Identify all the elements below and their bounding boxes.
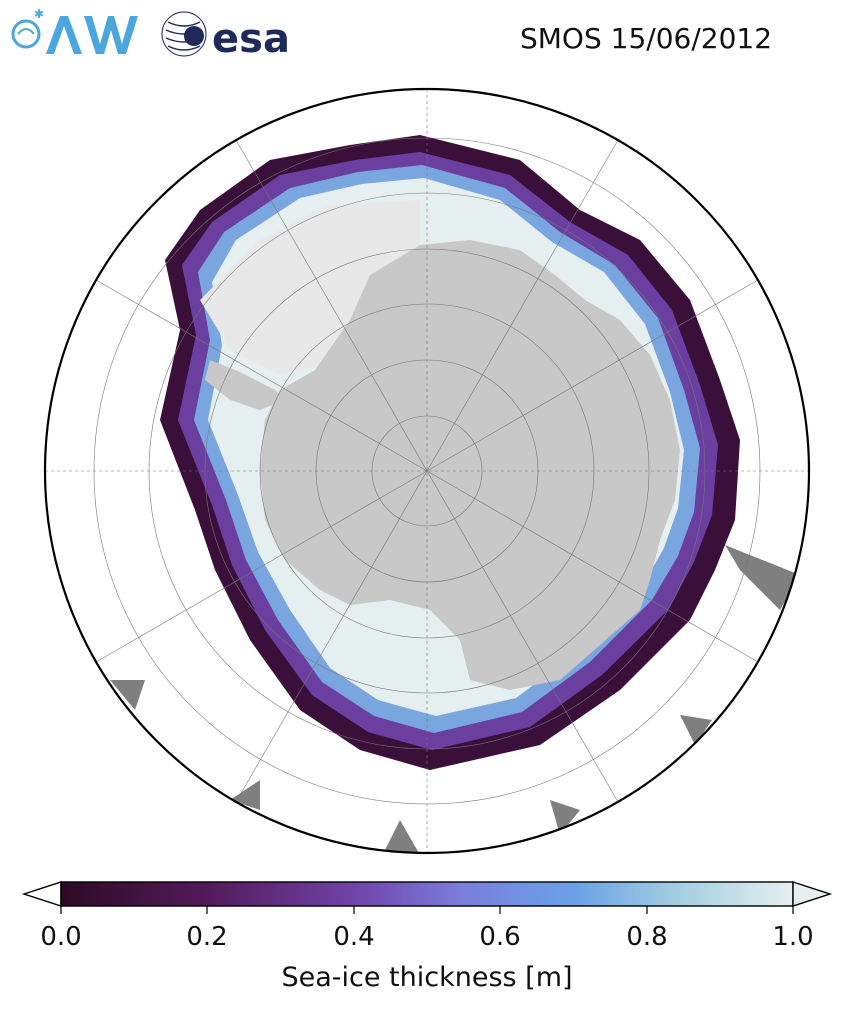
esa-wordmark: esa	[212, 16, 290, 62]
graticule	[45, 89, 809, 853]
no-data-patch	[110, 680, 145, 710]
ice-shelf	[200, 200, 420, 375]
colorbar-tick-label: 1.0	[772, 922, 814, 952]
logos: ✱ esa	[11, 8, 290, 62]
antarctica	[260, 240, 680, 690]
no-data-patch	[385, 820, 420, 853]
awi-logo: ✱	[11, 8, 138, 54]
colorbar-tick-label: 0.6	[479, 922, 521, 952]
colorbar-tick-label: 0.0	[40, 922, 82, 952]
colorbar-tick-label: 0.8	[626, 922, 668, 952]
date-label: SMOS 15/06/2012	[520, 22, 773, 55]
map-boundary	[43, 87, 811, 855]
colorbar-label: Sea-ice thickness [m]	[281, 962, 573, 993]
no-data-patch	[550, 800, 580, 835]
colorbar-extend-min	[21, 881, 62, 907]
esa-logo: esa	[161, 11, 290, 62]
no-data-patch	[680, 715, 712, 745]
colorbar-extend-max	[792, 881, 833, 907]
colorbar-tick-label: 0.4	[333, 922, 375, 952]
colorbar	[21, 881, 833, 914]
colorbar-gradient	[60, 881, 794, 907]
antarctic-peninsula	[205, 360, 285, 410]
no-data-patch	[725, 545, 800, 610]
colorbar-tick-label: 0.2	[186, 922, 228, 952]
polar-map	[43, 87, 811, 855]
svg-text:✱: ✱	[34, 8, 44, 21]
colorbar-ticks	[60, 906, 794, 914]
